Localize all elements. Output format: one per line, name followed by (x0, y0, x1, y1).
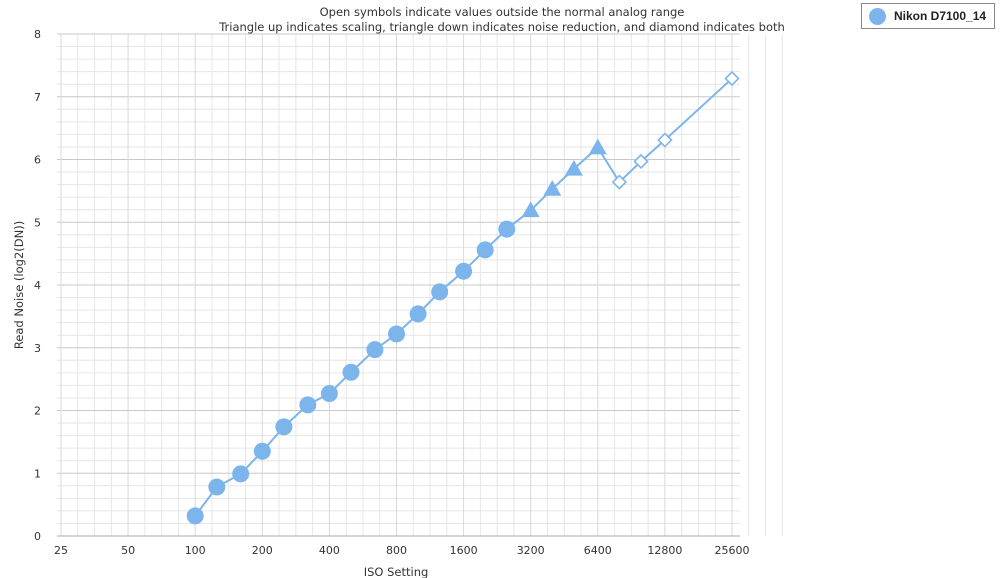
data-point-circle (275, 418, 293, 436)
x-axis-title: ISO Setting (364, 565, 429, 578)
x-tick-label: 25 (54, 544, 68, 557)
x-tick-label: 100 (185, 544, 206, 557)
data-point-circle (253, 442, 271, 460)
data-point-triangle-up (588, 138, 607, 155)
y-tick-label: 4 (34, 279, 41, 292)
data-point-diamond-open (611, 174, 628, 190)
x-tick-label: 3200 (517, 544, 545, 557)
x-tick-label: 800 (386, 544, 407, 557)
data-point-circle (299, 396, 317, 414)
y-axis-title: Read Noise (log2(DN)) (12, 221, 26, 349)
data-point-circle (476, 241, 494, 259)
x-tick-label: 200 (252, 544, 273, 557)
y-tick-label: 3 (34, 342, 41, 355)
series-markers (186, 70, 740, 525)
data-point-circle (388, 325, 405, 343)
data-point-triangle-up (521, 201, 540, 218)
data-point-circle (232, 465, 250, 483)
data-point-circle (409, 305, 427, 323)
y-tick-label: 0 (34, 530, 41, 543)
y-tick-label: 8 (34, 28, 41, 41)
x-tick-label: 6400 (584, 544, 612, 557)
data-point-circle (186, 507, 204, 525)
data-point-circle (366, 341, 384, 359)
y-tick-label: 5 (34, 216, 41, 229)
data-point-diamond-open (724, 70, 740, 87)
data-point-circle (455, 262, 473, 280)
data-point-circle (342, 363, 360, 381)
legend-swatch-icon (869, 7, 886, 25)
y-axis-tick-labels: 0 1 2 3 4 5 6 7 8 (34, 28, 41, 543)
x-tick-label: 400 (319, 544, 340, 557)
data-point-diamond-open (633, 153, 649, 170)
x-axis-tick-labels: 25 50 100 200 400 800 1600 3200 6400 12800 25600 (54, 544, 750, 557)
chart-subtitle: Triangle up indicates scaling, triangle … (218, 20, 785, 34)
x-tick-label: 25600 (715, 544, 750, 557)
major-gridlines (57, 33, 740, 537)
legend[interactable]: Nikon D7100_14 (861, 3, 995, 29)
legend-item-label: Nikon D7100_14 (894, 9, 987, 23)
data-point-circle (320, 385, 338, 403)
y-tick-label: 7 (34, 91, 41, 104)
data-point-circle (431, 283, 449, 301)
y-tick-label: 6 (34, 154, 41, 167)
x-tick-label: 12800 (647, 544, 682, 557)
data-point-diamond-open (657, 132, 673, 148)
chart-title: Open symbols indicate values outside the… (320, 5, 685, 19)
data-point-circle (208, 478, 226, 496)
y-tick-label: 2 (34, 405, 41, 418)
data-point-triangle-up (564, 159, 583, 176)
data-point-circle (498, 220, 516, 238)
data-point-triangle-up (543, 179, 562, 196)
y-tick-label: 1 (34, 467, 41, 480)
x-tick-label: 50 (121, 544, 135, 557)
x-tick-label: 1600 (450, 544, 478, 557)
